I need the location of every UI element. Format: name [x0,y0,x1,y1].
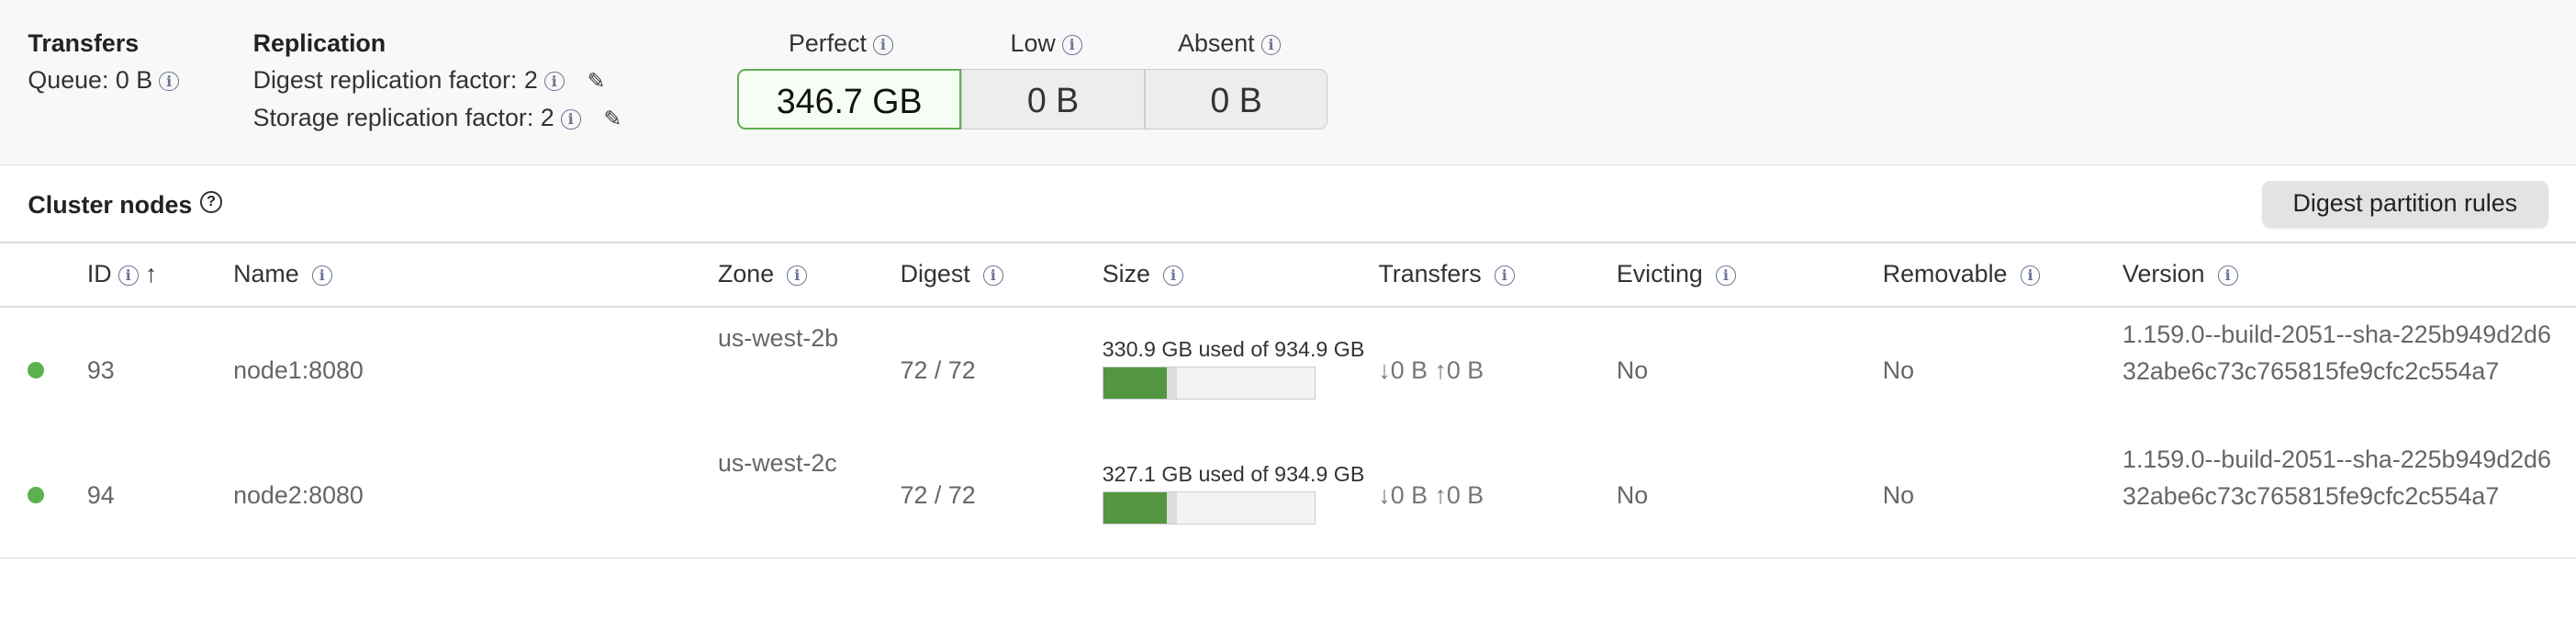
info-icon[interactable]: i [1716,265,1736,286]
info-icon[interactable]: i [2217,265,2238,286]
perfect-label-text: Perfect [788,29,867,58]
edit-pencil-icon[interactable]: ✎ [603,106,622,130]
column-header-evicting[interactable]: Evicting i [1617,260,1736,288]
node-transfers: ↓0 B ↑0 B [1378,481,1484,510]
column-header-removable[interactable]: Removable i [1883,260,2041,288]
info-icon[interactable]: i [1495,265,1515,286]
cluster-nodes-title-text: Cluster nodes [28,190,193,219]
size-bar-fill [1103,492,1167,524]
sort-ascending-icon[interactable]: ↑ [144,259,158,288]
node-digest: 72 / 72 [900,356,976,385]
info-icon[interactable]: i [543,71,565,92]
info-icon[interactable]: i [2020,265,2041,286]
summary-panel: Transfers Queue: 0 B i Replication Digest… [0,0,2576,165]
node-size-label: 327.1 GB used of 934.9 GB [1102,461,1365,486]
node-evicting: No [1616,356,1649,385]
absent-value: 0 B [1145,69,1327,130]
status-dot-icon [28,486,45,503]
transfers-title: Transfers [28,29,140,58]
node-size-bar [1102,367,1316,400]
header-label: Digest [900,259,970,288]
node-version: 1.159.0--build-2051--sha-225b949d2d632ab… [2122,321,2551,385]
node-name: node1:8080 [233,356,364,385]
divider [0,242,2576,243]
replication-title: Replication [252,29,386,58]
perfect-value: 346.7 GB [737,69,961,130]
cluster-nodes-title: Cluster nodes? [28,191,222,220]
node-transfers: ↓0 B ↑0 B [1378,356,1484,385]
info-icon[interactable]: i [1163,265,1183,286]
edit-pencil-icon[interactable]: ✎ [587,68,606,93]
column-header-version[interactable]: Version i [2122,259,2238,288]
low-value: 0 B [960,69,1146,130]
digest-replication-label: Digest replication factor: 2 [252,65,538,94]
low-label-text: Low [1010,29,1056,58]
node-size-bar [1102,491,1316,525]
digest-replication-factor: Digest replication factor: 2 i ✎ [253,66,606,95]
column-header-digest[interactable]: Digest i [901,260,1003,288]
header-label: ID [86,259,112,288]
node-removable: No [1882,481,1915,510]
column-header-id[interactable]: ID i ↑ [87,260,158,288]
header-label: Name [233,259,299,288]
header-label: Transfers [1378,259,1482,288]
info-icon[interactable]: i [159,71,179,92]
storage-replication-factor: Storage replication factor: 2 i ✎ [253,104,622,132]
column-header-size[interactable]: Size i [1103,260,1183,288]
help-icon[interactable]: ? [200,191,222,214]
node-evicting: No [1616,481,1649,510]
divider [0,557,2576,559]
node-id: 94 [86,481,115,510]
digest-partition-rules-button[interactable]: Digest partition rules [2262,180,2548,227]
perfect-label: Perfect i [789,29,893,58]
header-label: Evicting [1616,259,1703,288]
header-label: Size [1102,259,1150,288]
info-icon[interactable]: i [311,265,332,286]
node-removable: No [1882,356,1915,385]
info-icon[interactable]: i [787,265,808,286]
info-icon[interactable]: i [873,35,893,56]
low-label: Low i [1011,29,1082,58]
node-size-label: 330.9 GB used of 934.9 GB [1102,336,1365,361]
divider [0,305,2576,308]
node-digest: 72 / 72 [900,481,976,510]
node-name: node2:8080 [233,481,364,510]
header-label: Version [2122,259,2205,288]
queue-value: Queue: 0 B [28,65,153,94]
info-icon[interactable]: i [118,265,139,286]
header-label: Removable [1882,259,2008,288]
column-header-transfers[interactable]: Transfers i [1378,259,1515,288]
column-header-name[interactable]: Name i [233,260,332,288]
info-icon[interactable]: i [983,265,1003,286]
node-id: 93 [86,356,115,385]
size-bar-fill [1103,367,1167,399]
info-icon[interactable]: i [560,108,581,130]
status-dot-icon [28,361,45,378]
header-label: Zone [718,259,775,288]
queue-label: Queue: 0 B i [28,66,179,95]
info-icon[interactable]: i [1260,35,1282,56]
absent-label: Absent i [1178,29,1282,58]
node-zone: us-west-2c [718,448,837,477]
node-version: 1.159.0--build-2051--sha-225b949d2d632ab… [2122,446,2551,510]
absent-label-text: Absent [1178,29,1255,58]
column-header-zone[interactable]: Zone i [718,259,808,288]
storage-replication-label: Storage replication factor: 2 [252,103,554,131]
info-icon[interactable]: i [1061,35,1082,56]
node-zone: us-west-2b [718,323,839,352]
